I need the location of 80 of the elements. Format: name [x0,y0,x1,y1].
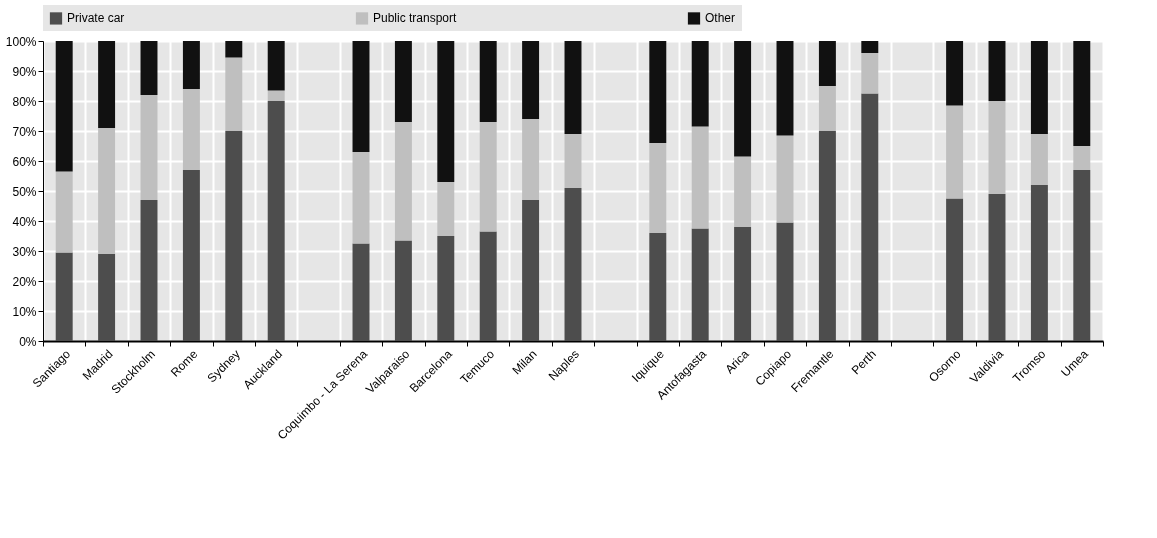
bar [479,122,497,232]
bar [1073,41,1091,146]
bar [98,254,116,341]
bar [946,105,964,199]
bar [861,93,879,341]
bar [1073,170,1091,341]
y-tick-label: 40% [12,214,37,229]
bar [988,194,1006,341]
legend-label: Private car [67,11,125,26]
bar [649,41,667,143]
bar [394,122,412,241]
bar [225,57,243,131]
bar [352,152,370,244]
bar [182,170,200,341]
bar [988,41,1006,101]
bar [734,41,752,157]
bar [776,41,794,136]
bar [140,200,158,341]
bar [352,41,370,152]
bar [649,143,667,233]
bar [55,171,73,253]
bar [140,41,158,95]
bar [182,89,200,170]
bar [691,228,709,341]
bar [522,41,540,119]
bar [437,41,455,182]
bar [691,41,709,127]
y-tick-label: 90% [12,64,37,79]
bar [564,188,582,341]
bar [776,135,794,223]
legend-label: Public transport [373,11,458,26]
bar [649,233,667,341]
y-tick-label: 60% [12,154,37,169]
y-tick-label: 10% [12,304,37,319]
bar [140,95,158,200]
legend-label: Other [705,11,736,26]
bar [861,41,879,53]
bar [225,41,243,58]
y-tick-label: 100% [5,34,37,49]
bar [564,41,582,134]
bar [437,182,455,236]
bar [352,243,370,341]
bar [1073,146,1091,170]
bar [522,200,540,341]
bar [479,41,497,122]
bar [734,227,752,341]
bar [98,41,116,128]
bar [946,41,964,106]
bar [818,41,836,86]
y-tick-label: 0% [19,334,37,349]
bar [691,126,709,229]
bar [437,236,455,341]
bar [818,86,836,131]
bar [394,240,412,341]
bar [98,128,116,254]
bar [946,198,964,341]
bar [564,134,582,188]
bar [522,119,540,200]
bar [1030,134,1048,185]
bar [776,222,794,341]
bar [734,156,752,227]
bar [55,252,73,341]
bar [394,41,412,122]
y-tick-label: 70% [12,124,37,139]
bar [479,231,497,341]
bar [182,41,200,89]
bar [861,53,879,94]
y-tick-label: 20% [12,274,37,289]
bar [818,131,836,341]
bar [267,101,285,341]
bar [1030,41,1048,134]
y-tick-label: 80% [12,94,37,109]
bar [988,101,1006,194]
y-tick-label: 50% [12,184,37,199]
bar [267,90,285,101]
bar [1030,185,1048,341]
y-tick-label: 30% [12,244,37,259]
bar [225,131,243,341]
bar [55,41,73,172]
bar [267,41,285,91]
